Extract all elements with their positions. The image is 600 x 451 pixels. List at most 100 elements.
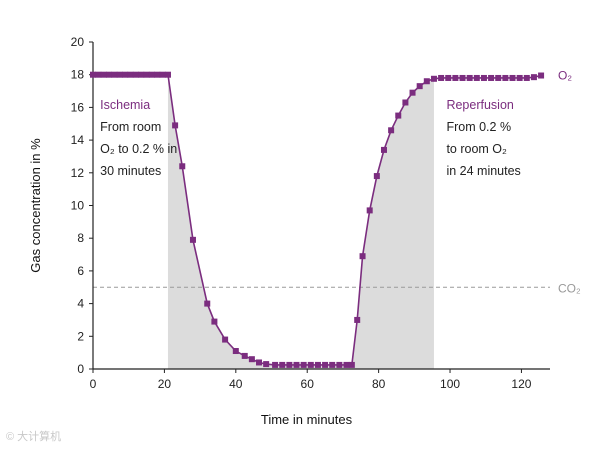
y-tick-label: 14 — [71, 133, 85, 147]
ischemia-line: 30 minutes — [100, 164, 161, 178]
o2-marker — [143, 71, 150, 78]
o2-marker — [395, 112, 402, 119]
o2-marker — [106, 71, 113, 78]
o2-marker — [516, 74, 523, 81]
o2-marker — [132, 71, 139, 78]
o2-marker — [300, 361, 307, 368]
o2-marker — [502, 74, 509, 81]
o2-marker — [286, 361, 293, 368]
o2-marker — [388, 127, 395, 134]
o2-marker — [466, 74, 473, 81]
o2-marker — [272, 361, 279, 368]
o2-marker — [354, 316, 361, 323]
o2-marker — [222, 336, 229, 343]
o2-marker — [438, 74, 445, 81]
o2-marker — [430, 75, 437, 82]
o2-marker — [495, 74, 502, 81]
y-tick-label: 4 — [77, 297, 84, 311]
y-tick-label: 20 — [71, 35, 85, 49]
o2-marker — [95, 71, 102, 78]
o2-marker — [172, 122, 179, 129]
y-tick-label: 12 — [71, 166, 85, 180]
o2-marker — [416, 83, 423, 90]
o2-series-label: O₂ — [558, 69, 572, 83]
x-tick-label: 80 — [372, 377, 386, 391]
reperfusion-title: Reperfusion — [446, 98, 513, 112]
ischemia-line: From room — [100, 120, 161, 134]
o2-marker — [90, 71, 96, 78]
o2-marker — [480, 74, 487, 81]
o2-marker — [232, 348, 239, 355]
watermark: © 大计算机 — [6, 431, 62, 443]
x-axis-title: Time in minutes — [261, 412, 353, 427]
o2-marker — [241, 352, 248, 359]
y-tick-label: 10 — [71, 199, 85, 213]
ischemia-line: O₂ to 0.2 % in — [100, 142, 177, 156]
o2-marker — [307, 361, 314, 368]
o2-marker — [148, 71, 155, 78]
o2-marker — [263, 361, 270, 368]
o2-marker — [452, 74, 459, 81]
x-tick-label: 100 — [440, 377, 460, 391]
o2-marker — [445, 74, 452, 81]
o2-marker — [127, 71, 134, 78]
y-tick-label: 18 — [71, 68, 85, 82]
o2-marker — [322, 361, 329, 368]
o2-marker — [473, 74, 480, 81]
o2-marker — [116, 71, 123, 78]
o2-marker — [538, 72, 545, 79]
reference-lines: CO₂ — [93, 281, 581, 295]
o2-marker — [179, 163, 186, 170]
o2-marker — [154, 71, 161, 78]
axes: 0 2 4 6 8 10 12 14 16 18 20 0 20 40 60 80 100 120 Time in … — [28, 35, 550, 427]
y-tick-label: 6 — [77, 264, 84, 278]
annotations: Ischemia From room O₂ to 0.2 % in 30 minute… — [100, 98, 521, 178]
series-group: O₂ — [90, 69, 572, 368]
y-tick-label: 0 — [77, 362, 84, 376]
o2-marker — [523, 74, 530, 81]
reperfusion-shade — [351, 78, 434, 369]
reperfusion-line: to room O₂ — [446, 142, 507, 156]
o2-marker — [111, 71, 118, 78]
o2-marker — [409, 89, 416, 96]
o2-marker — [348, 361, 355, 368]
ischemia-title: Ischemia — [100, 98, 150, 112]
o2-marker — [164, 71, 171, 78]
o2-marker — [530, 74, 537, 81]
x-tick-label: 120 — [511, 377, 531, 391]
o2-marker — [211, 318, 218, 325]
o2-marker — [336, 361, 343, 368]
o2-marker — [122, 71, 129, 78]
o2-marker — [314, 361, 321, 368]
o2-marker — [293, 361, 300, 368]
o2-marker — [423, 78, 430, 85]
y-axis-title: Gas concentration in % — [28, 138, 43, 273]
o2-marker — [256, 359, 263, 366]
o2-marker — [329, 361, 336, 368]
o2-marker — [279, 361, 286, 368]
x-tick-label: 20 — [158, 377, 172, 391]
x-tick-label: 0 — [90, 377, 97, 391]
reperfusion-line: From 0.2 % — [446, 120, 511, 134]
o2-marker — [509, 74, 516, 81]
x-tick-label: 40 — [229, 377, 243, 391]
o2-marker — [373, 173, 380, 180]
shaded-regions — [167, 74, 434, 369]
o2-marker — [366, 207, 373, 214]
o2-marker — [189, 236, 196, 243]
x-tick-label: 60 — [301, 377, 315, 391]
o2-marker — [459, 74, 466, 81]
o2-marker — [100, 71, 107, 78]
o2-marker — [359, 253, 366, 260]
o2-line — [93, 73, 542, 366]
co2-series-label: CO₂ — [558, 281, 581, 295]
o2-marker — [204, 300, 211, 307]
o2-marker — [402, 99, 409, 106]
o2-marker — [138, 71, 145, 78]
o2-marker — [380, 146, 387, 153]
y-tick-label: 16 — [71, 100, 85, 114]
ischemia-shade — [167, 74, 352, 369]
o2-marker — [343, 361, 350, 368]
o2-marker — [248, 356, 255, 363]
